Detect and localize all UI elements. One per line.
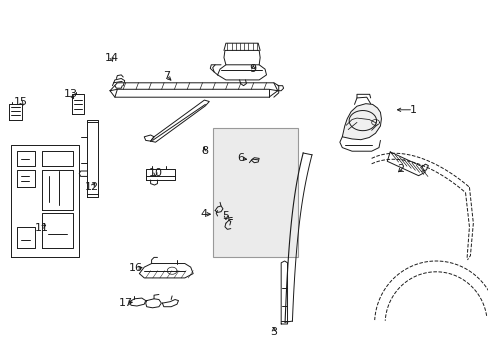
Text: 16: 16 — [129, 263, 142, 273]
Text: 5: 5 — [222, 211, 229, 221]
Text: 8: 8 — [201, 146, 207, 156]
Text: 15: 15 — [14, 96, 27, 107]
Text: 1: 1 — [409, 105, 416, 115]
Polygon shape — [342, 104, 381, 140]
Text: 10: 10 — [148, 168, 162, 178]
Bar — [212, 128, 298, 257]
Text: 2: 2 — [397, 164, 404, 174]
Text: 3: 3 — [270, 327, 277, 337]
Text: 6: 6 — [237, 153, 244, 163]
Text: 9: 9 — [249, 64, 256, 74]
Text: 7: 7 — [163, 71, 169, 81]
Text: 11: 11 — [35, 222, 48, 233]
Text: 13: 13 — [64, 89, 78, 99]
Text: 17: 17 — [119, 298, 133, 308]
Text: 12: 12 — [85, 182, 99, 192]
Text: 4: 4 — [201, 209, 207, 219]
Text: 14: 14 — [104, 53, 118, 63]
